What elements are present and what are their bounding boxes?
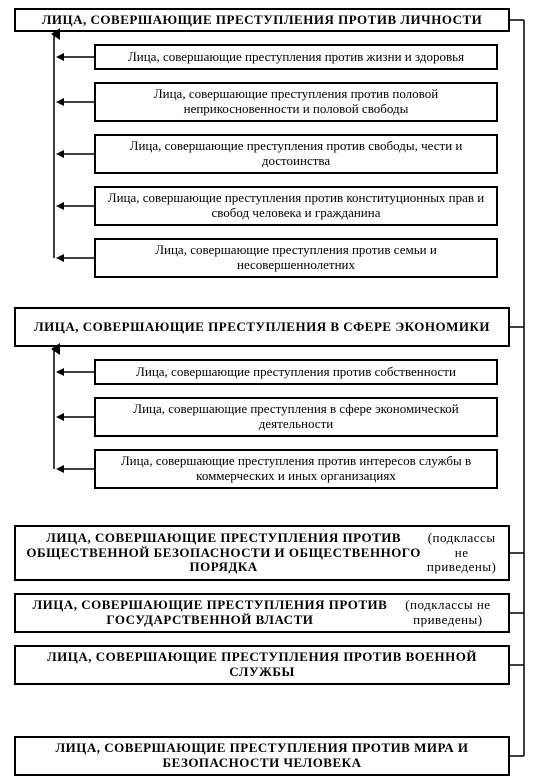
header-h4: ЛИЦА, СОВЕРШАЮЩИЕ ПРЕСТУПЛЕНИЯ ПРОТИВ ГО…	[14, 593, 510, 633]
header-h5: ЛИЦА, СОВЕРШАЮЩИЕ ПРЕСТУПЛЕНИЯ ПРОТИВ ВО…	[14, 645, 510, 685]
sub-s5: Лица, совершающие преступления против се…	[94, 238, 498, 278]
sub-s3: Лица, совершающие преступления против св…	[94, 134, 498, 174]
header-note: (подклассы не приведены)	[396, 598, 500, 628]
sub-s1: Лица, совершающие преступления против жи…	[94, 44, 498, 70]
sub-label: Лица, совершающие преступления в сфере э…	[104, 402, 488, 432]
header-h6: ЛИЦА, СОВЕРШАЮЩИЕ ПРЕСТУПЛЕНИЯ ПРОТИВ МИ…	[14, 736, 510, 776]
sub-label: Лица, совершающие преступления против се…	[104, 243, 488, 273]
header-note: (подклассы не приведены)	[423, 531, 500, 576]
sub-s7: Лица, совершающие преступления в сфере э…	[94, 397, 498, 437]
header-label: ЛИЦА, СОВЕРШАЮЩИЕ ПРЕСТУПЛЕНИЯ В СФЕРЕ Э…	[34, 320, 490, 335]
header-label: ЛИЦА, СОВЕРШАЮЩИЕ ПРЕСТУПЛЕНИЯ ПРОТИВ ВО…	[24, 650, 500, 680]
header-label: ЛИЦА, СОВЕРШАЮЩИЕ ПРЕСТУПЛЕНИЯ ПРОТИВ ОБ…	[24, 531, 423, 576]
sub-label: Лица, совершающие преступления против св…	[104, 139, 488, 169]
sub-label: Лица, совершающие преступления против со…	[136, 365, 456, 380]
header-label: ЛИЦА, СОВЕРШАЮЩИЕ ПРЕСТУПЛЕНИЯ ПРОТИВ ЛИ…	[42, 13, 483, 28]
sub-label: Лица, совершающие преступления против ин…	[104, 454, 488, 484]
sub-label: Лица, совершающие преступления против ко…	[104, 191, 488, 221]
header-h2: ЛИЦА, СОВЕРШАЮЩИЕ ПРЕСТУПЛЕНИЯ В СФЕРЕ Э…	[14, 307, 510, 347]
sub-s8: Лица, совершающие преступления против ин…	[94, 449, 498, 489]
header-h1: ЛИЦА, СОВЕРШАЮЩИЕ ПРЕСТУПЛЕНИЯ ПРОТИВ ЛИ…	[14, 8, 510, 32]
sub-label: Лица, совершающие преступления против жи…	[128, 50, 464, 65]
sub-s2: Лица, совершающие преступления против по…	[94, 82, 498, 122]
header-label: ЛИЦА, СОВЕРШАЮЩИЕ ПРЕСТУПЛЕНИЯ ПРОТИВ МИ…	[24, 741, 500, 771]
sub-s4: Лица, совершающие преступления против ко…	[94, 186, 498, 226]
header-label: ЛИЦА, СОВЕРШАЮЩИЕ ПРЕСТУПЛЕНИЯ ПРОТИВ ГО…	[24, 598, 396, 628]
header-h3: ЛИЦА, СОВЕРШАЮЩИЕ ПРЕСТУПЛЕНИЯ ПРОТИВ ОБ…	[14, 525, 510, 581]
sub-s6: Лица, совершающие преступления против со…	[94, 359, 498, 385]
sub-label: Лица, совершающие преступления против по…	[104, 87, 488, 117]
